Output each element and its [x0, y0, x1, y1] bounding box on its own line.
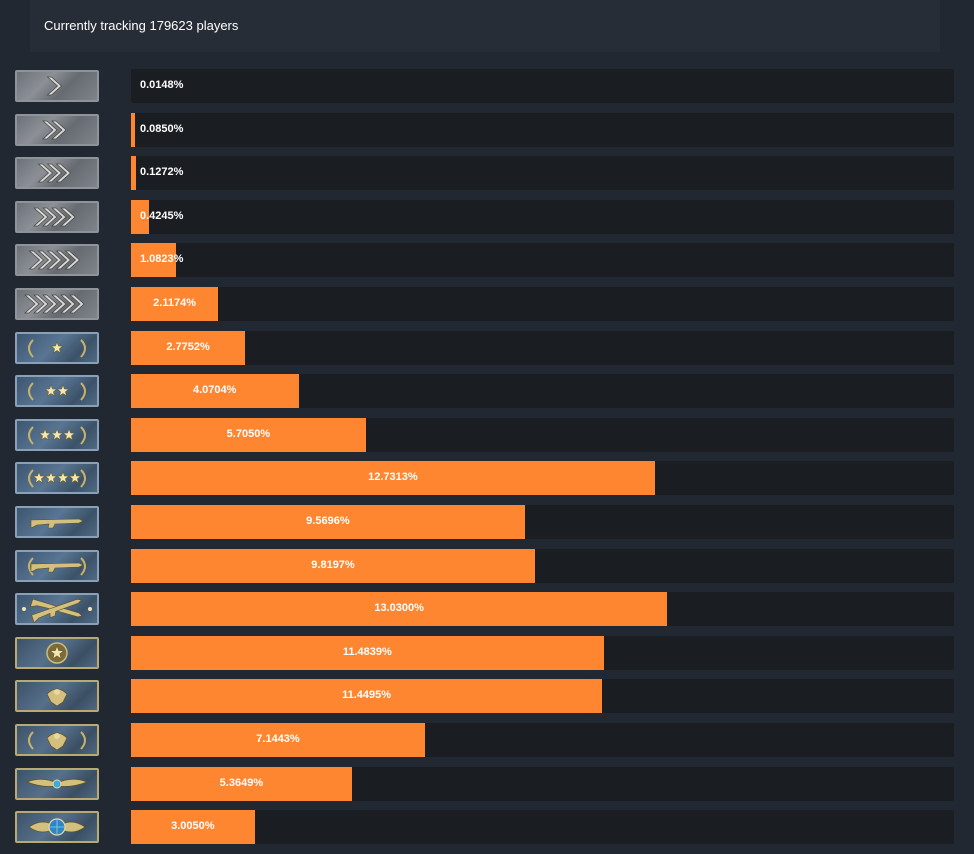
bar-track: 9.8197% — [131, 549, 954, 583]
bar-track: 5.3649% — [131, 767, 954, 801]
eagle-wreath-icon — [17, 726, 97, 754]
chevron-2-icon — [17, 116, 97, 144]
rifle-icon — [17, 508, 97, 536]
bar-track: 2.1174% — [131, 287, 954, 321]
rank-badge-17 — [15, 768, 99, 800]
globe-icon — [17, 813, 97, 841]
rank-badge-16 — [15, 724, 99, 756]
rank-badge-5 — [15, 244, 99, 276]
crossed-rifles-icon — [17, 595, 97, 623]
bar-value-label: 1.0823% — [140, 253, 184, 265]
star-emblem-icon — [17, 639, 97, 667]
bar — [131, 549, 536, 583]
bar-value-label: 2.1174% — [153, 297, 197, 309]
bar-value-label: 2.7752% — [166, 341, 210, 353]
bar-value-label: 11.4839% — [342, 646, 392, 658]
rifle-wreath-icon — [17, 552, 97, 580]
eagle-icon — [17, 682, 97, 710]
bar — [131, 592, 668, 626]
bar — [131, 374, 299, 408]
rank-badge-3 — [15, 157, 99, 189]
bar-track: 11.4495% — [131, 679, 954, 713]
bar-track: 4.0704% — [131, 374, 954, 408]
bar-value-label: 7.1443% — [256, 733, 300, 745]
bar — [131, 767, 352, 801]
rank-badge-11 — [15, 506, 99, 538]
bar — [131, 723, 425, 757]
tracking-text: Currently tracking 179623 players — [44, 18, 239, 33]
bar-track: 13.0300% — [131, 592, 954, 626]
bar-track: 0.4245% — [131, 200, 954, 234]
bar-track: 5.7050% — [131, 418, 954, 452]
star-3-icon — [17, 421, 97, 449]
rank-badge-14 — [15, 637, 99, 669]
rank-badge-6 — [15, 288, 99, 320]
bar-track: 0.1272% — [131, 156, 954, 190]
bar-value-label: 12.7313% — [368, 471, 418, 483]
chevron-1-icon — [17, 72, 97, 100]
bar-value-label: 0.0850% — [140, 123, 184, 135]
bar — [131, 461, 655, 495]
bar-value-label: 5.3649% — [219, 777, 264, 789]
rank-badge-13 — [15, 593, 99, 625]
bar — [131, 200, 149, 234]
bar-value-label: 0.1272% — [140, 166, 184, 178]
bar-track: 3.0050% — [131, 810, 954, 844]
bar-value-label: 9.8197% — [311, 559, 355, 571]
rank-badge-18 — [15, 811, 99, 843]
rank-badge-1 — [15, 70, 99, 102]
bar — [131, 679, 603, 713]
bar-value-label: 4.0704% — [192, 384, 237, 396]
bar — [131, 243, 176, 277]
rank-badge-9 — [15, 419, 99, 451]
rank-badge-12 — [15, 550, 99, 582]
bar-track: 12.7313% — [131, 461, 954, 495]
rank-badge-4 — [15, 201, 99, 233]
wings-icon — [17, 770, 97, 798]
bar-track: 0.0148% — [131, 69, 954, 103]
bar-value-label: 0.4245% — [140, 210, 184, 222]
bar — [131, 331, 246, 365]
bar-value-label: 11.4495% — [342, 689, 392, 701]
rank-badge-2 — [15, 114, 99, 146]
chevron-5-icon — [17, 246, 97, 274]
bar — [131, 636, 604, 670]
bar — [131, 156, 137, 190]
star-1-icon — [17, 334, 97, 362]
bar-value-label: 9.5696% — [306, 515, 350, 527]
bar-value-label: 0.0148% — [140, 79, 184, 91]
chevron-3-icon — [17, 159, 97, 187]
bar-track: 2.7752% — [131, 331, 954, 365]
bar-value-label: 3.0050% — [171, 820, 215, 832]
rank-badge-8 — [15, 375, 99, 407]
chevron-6-icon — [17, 290, 97, 318]
bar-value-label: 13.0300% — [374, 602, 424, 614]
bar — [131, 505, 525, 539]
bar-track: 9.5696% — [131, 505, 954, 539]
rank-badge-15 — [15, 680, 99, 712]
tracking-header: Currently tracking 179623 players — [30, 0, 940, 52]
bar — [131, 418, 366, 452]
bar — [131, 113, 135, 147]
bar-value-label: 5.7050% — [226, 428, 271, 440]
rank-badge-7 — [15, 332, 99, 364]
bar-track: 7.1443% — [131, 723, 954, 757]
chevron-4-icon — [17, 203, 97, 231]
bar-track: 0.0850% — [131, 113, 954, 147]
rank-badge-10 — [15, 462, 99, 494]
bar — [131, 287, 219, 321]
bar-track: 11.4839% — [131, 636, 954, 670]
star-4-icon — [17, 464, 97, 492]
bar-track: 1.0823% — [131, 243, 954, 277]
bar — [131, 810, 255, 844]
star-2-icon — [17, 377, 97, 405]
